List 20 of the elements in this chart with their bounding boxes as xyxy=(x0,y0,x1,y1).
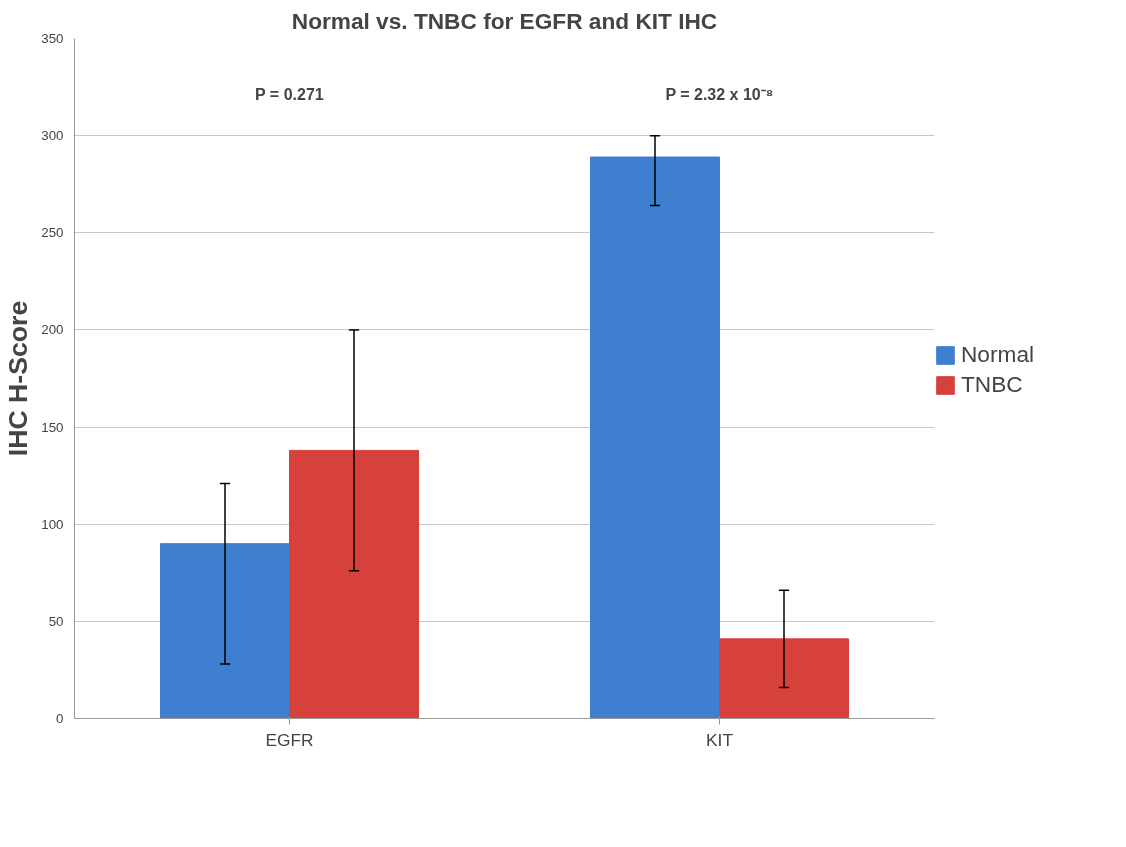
y-tick-label: 50 xyxy=(48,613,64,629)
y-tick-label: 0 xyxy=(56,711,64,726)
y-tick-label: 300 xyxy=(41,128,64,144)
bar xyxy=(719,638,849,719)
y-tick-label: 250 xyxy=(41,225,64,241)
chart-title: Normal vs. TNBC for EGFR and KIT IHC xyxy=(291,7,718,34)
legend-label: Normal xyxy=(961,341,1035,368)
y-tick-label: 100 xyxy=(41,516,64,532)
annotation: P = 2.32 x 10⁻⁸ xyxy=(665,86,774,104)
y-tick-label: 350 xyxy=(41,31,64,46)
x-tick-label: KIT xyxy=(706,729,734,750)
legend-label: TNBC xyxy=(961,371,1023,398)
bar xyxy=(289,449,419,719)
y-axis-title: IHC H-Score xyxy=(3,300,34,457)
y-tick-label: 150 xyxy=(41,419,64,435)
y-tick-label: 200 xyxy=(41,322,64,338)
annotation: P = 0.271 xyxy=(255,86,324,104)
x-tick-label: EGFR xyxy=(265,729,314,750)
bar xyxy=(160,543,290,719)
bar xyxy=(590,156,720,719)
